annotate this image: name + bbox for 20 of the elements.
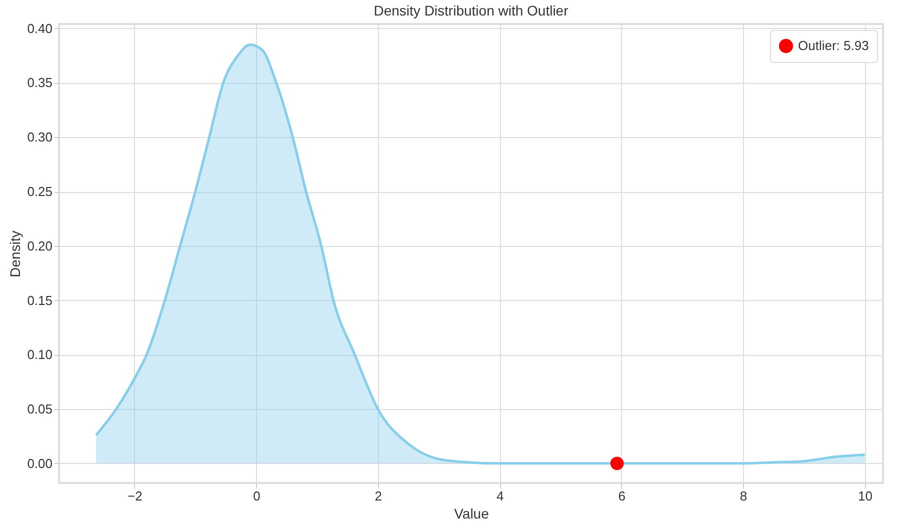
x-tick-label: 6	[618, 488, 626, 504]
x-tick-label: −2	[128, 488, 142, 504]
x-tick-label: 0	[253, 488, 260, 504]
y-tick-label: 0.05	[27, 402, 52, 417]
y-tick-label: 0.25	[27, 184, 52, 199]
x-tick-label: 8	[740, 488, 748, 504]
y-tick-label: 0.35	[27, 75, 52, 90]
x-tick-label: 10	[858, 488, 872, 504]
y-tick-label: 0.10	[27, 347, 52, 362]
y-tick-label: 0.00	[27, 456, 52, 471]
x-tick-label: 2	[374, 488, 382, 504]
y-tick-label: 0.15	[27, 292, 52, 308]
legend-label: Outlier: 5.93	[798, 38, 869, 53]
y-tick-label: 0.30	[27, 130, 52, 145]
y-axis-title: Density	[7, 230, 24, 278]
y-tick-label: 0.20	[27, 238, 52, 254]
x-axis-title: Value	[454, 506, 490, 522]
x-tick-label: 4	[496, 488, 504, 504]
chart-title: Density Distribution with Outlier	[374, 2, 569, 18]
y-tick-label: 0.40	[27, 20, 52, 36]
